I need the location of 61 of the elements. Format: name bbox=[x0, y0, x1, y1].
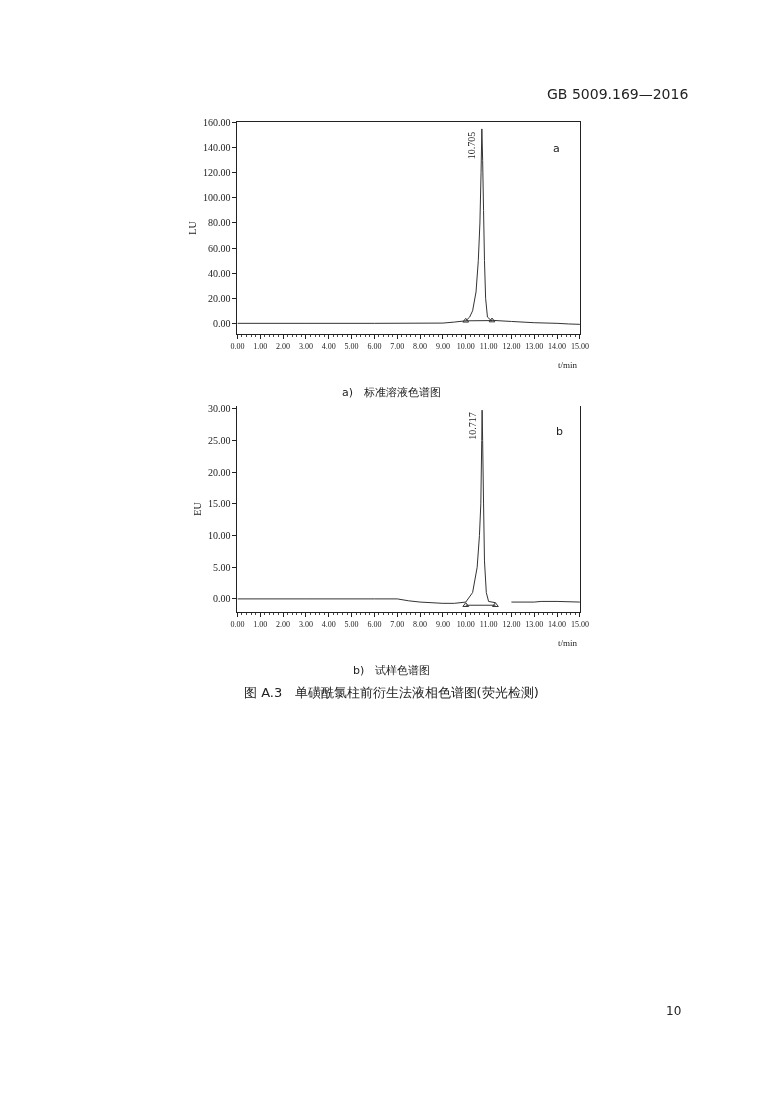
y-axis-title: LU bbox=[186, 220, 198, 235]
x-tick-label: 7.00 bbox=[390, 619, 405, 629]
x-tick-label: 14.00 bbox=[548, 341, 567, 351]
x-tick-label: 9.00 bbox=[435, 619, 450, 629]
x-tick-label: 10.00 bbox=[456, 341, 475, 351]
x-tick-label: 7.00 bbox=[390, 341, 405, 351]
annotation: a bbox=[553, 142, 560, 155]
x-tick-label: 10.00 bbox=[456, 619, 475, 629]
x-tick-label: 0.00 bbox=[230, 619, 245, 629]
text: b) 试样色谱图 bbox=[353, 664, 430, 677]
x-tick-label: 4.00 bbox=[321, 619, 336, 629]
x-tick-label: 2.00 bbox=[276, 619, 291, 629]
annotation: 10.717 bbox=[467, 412, 479, 440]
x-tick-label: 12.00 bbox=[502, 619, 521, 629]
x-tick-label: 13.00 bbox=[525, 619, 544, 629]
y-tick-label: 160.00 bbox=[202, 117, 231, 129]
y-tick-label: 80.00 bbox=[207, 217, 231, 229]
x-tick-label: 15.00 bbox=[570, 619, 589, 629]
x-tick-label: 6.00 bbox=[367, 341, 382, 351]
x-tick-label: 14.00 bbox=[548, 619, 567, 629]
x-tick-label: 11.00 bbox=[479, 619, 498, 629]
x-tick-label: 8.00 bbox=[413, 619, 428, 629]
y-tick-label: 20.00 bbox=[207, 292, 231, 304]
x-tick-label: 5.00 bbox=[344, 619, 359, 629]
x-tick-label: 1.00 bbox=[253, 341, 268, 351]
y-tick-label: 120.00 bbox=[202, 167, 231, 179]
x-axis-title: t/min bbox=[558, 638, 578, 648]
x-tick-label: 13.00 bbox=[525, 341, 544, 351]
text: a) 标准溶液色谱图 bbox=[342, 386, 441, 399]
y-tick-label: 10.00 bbox=[207, 530, 231, 542]
x-tick-label: 12.00 bbox=[502, 341, 521, 351]
y-tick-label: 25.00 bbox=[207, 435, 231, 447]
x-tick-label: 11.00 bbox=[479, 341, 498, 351]
x-tick-label: 3.00 bbox=[298, 341, 313, 351]
x-tick-label: 2.00 bbox=[276, 341, 291, 351]
x-tick-label: 8.00 bbox=[413, 341, 428, 351]
x-tick-label: 9.00 bbox=[435, 341, 450, 351]
y-tick-label: 30.00 bbox=[207, 403, 231, 415]
x-tick-label: 0.00 bbox=[230, 341, 245, 351]
x-tick-label: 15.00 bbox=[570, 341, 589, 351]
text: GB 5009.169—2016 bbox=[547, 86, 689, 102]
y-tick-label: 0.00 bbox=[212, 317, 231, 329]
x-tick-label: 4.00 bbox=[321, 341, 336, 351]
annotation: 10.705 bbox=[466, 131, 478, 160]
x-tick-label: 1.00 bbox=[253, 619, 268, 629]
y-tick-label: 60.00 bbox=[207, 242, 231, 254]
y-tick-label: 140.00 bbox=[202, 142, 231, 154]
y-tick-label: 5.00 bbox=[212, 561, 231, 573]
y-axis-title: EU bbox=[191, 501, 203, 516]
y-tick-label: 100.00 bbox=[202, 192, 231, 204]
x-tick-label: 5.00 bbox=[344, 341, 359, 351]
text: 10 bbox=[666, 1004, 682, 1018]
text: 图 A.3 单磺酰氯柱前衍生法液相色谱图(荧光检测) bbox=[244, 685, 539, 700]
annotation: b bbox=[556, 425, 563, 438]
y-tick-label: 15.00 bbox=[207, 498, 231, 510]
x-axis-title: t/min bbox=[558, 360, 578, 370]
y-tick-label: 20.00 bbox=[207, 466, 231, 478]
x-tick-label: 3.00 bbox=[298, 619, 313, 629]
y-tick-label: 0.00 bbox=[212, 593, 231, 605]
y-tick-label: 40.00 bbox=[207, 267, 231, 279]
x-tick-label: 6.00 bbox=[367, 619, 382, 629]
